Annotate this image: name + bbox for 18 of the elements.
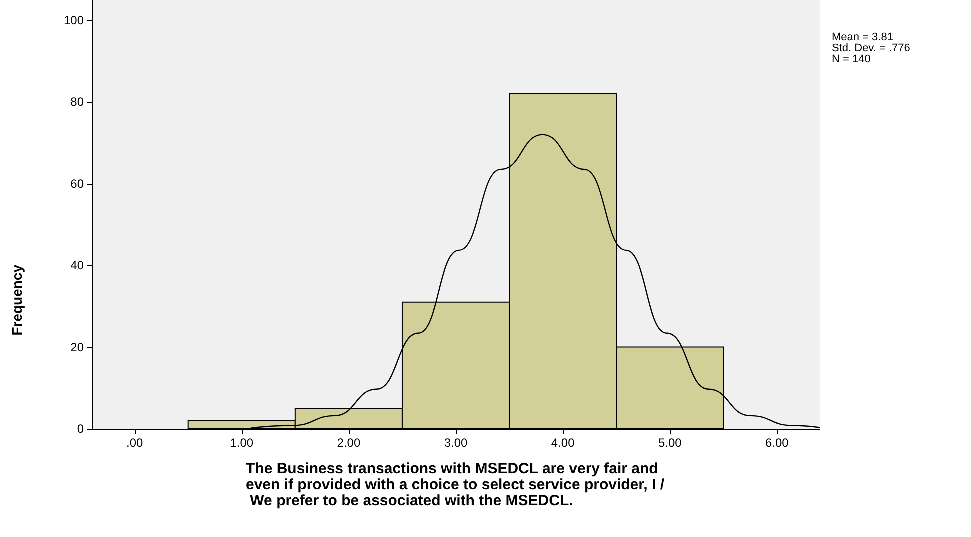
- y-tick-label: 80: [70, 95, 84, 110]
- x-axis-title: The Business transactions with MSEDCL are very fair and even if provided with a choice to select service provider, I / We prefer to be associated with the MSEDCL.: [246, 460, 666, 510]
- y-tick-label: 0: [77, 422, 84, 436]
- y-tick-label: 100: [64, 13, 84, 28]
- y-tick-label: 40: [70, 258, 84, 273]
- y-axis-title: Frequency: [9, 264, 25, 336]
- x-tick-label: 6.00: [765, 436, 790, 450]
- y-tick-label: 20: [70, 340, 84, 354]
- x-tick-label: 3.00: [444, 436, 468, 450]
- x-tick-label: 4.00: [551, 436, 576, 450]
- text: Mean = 3.81: [832, 32, 894, 44]
- text: N = 140: [832, 54, 871, 66]
- x-tick-label: 2.00: [337, 436, 361, 450]
- x-tick-label: 5.00: [658, 436, 682, 450]
- x-tick-label: .00: [126, 436, 144, 450]
- y-tick-label: 60: [70, 176, 84, 191]
- text: Std. Dev. = .776: [832, 42, 910, 54]
- x-tick-label: 1.00: [230, 436, 254, 450]
